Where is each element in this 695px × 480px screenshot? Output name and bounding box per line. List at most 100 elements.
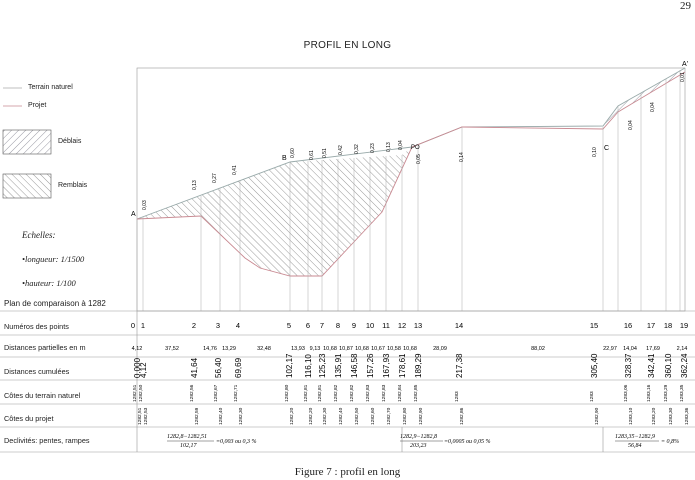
point-number: 14: [455, 321, 463, 330]
point-number: 11: [382, 321, 390, 330]
point-number: 3: [216, 321, 220, 330]
ordinate-lines: [136, 70, 681, 311]
depth-label: 0,13: [192, 180, 198, 190]
cumulative-distance: 360,10: [664, 353, 673, 378]
depth-label: 0,05: [416, 154, 422, 164]
cumulative-distance: 116,10: [304, 354, 313, 378]
cote-projet: 1282,51: [137, 407, 143, 425]
point-number: 0: [131, 321, 135, 330]
cote-projet: 1282,86: [459, 407, 465, 425]
cumulative-distance: 167,93: [382, 353, 391, 378]
partial-distance: 10,68: [403, 346, 417, 352]
cote-projet: 1282,53: [143, 407, 149, 425]
cote-terrain: 1282,81: [303, 384, 309, 402]
cote-projet: 1282,59: [194, 407, 200, 425]
slope-1-den: 102,17: [180, 443, 198, 449]
depth-label: 0,32: [354, 144, 360, 154]
partial-distance: 9,13: [310, 346, 321, 352]
cote-terrain: 1282,50: [138, 384, 144, 402]
partial-distance: 10,68: [355, 346, 369, 352]
cote-projet: 1283,10: [628, 407, 634, 425]
cote-terrain: 1282,82: [349, 384, 355, 402]
cote-terrain: 1283,16: [646, 384, 652, 402]
legend-remblais-label: Remblais: [58, 182, 88, 189]
point-number: 13: [414, 321, 422, 330]
plan-comparaison-label: Plan de comparaison à 1282: [4, 299, 106, 308]
cote-projet: 1282,20: [289, 407, 295, 425]
partial-distance: 88,02: [531, 346, 545, 352]
cote-terrain: 1282,67: [213, 384, 219, 402]
legend-terrain-label: Terrain naturel: [28, 84, 73, 91]
generated-labels: 0 1 2 3 4 5 6 7 8 9 10 11 12 13 14 15 16 17 18 194,12 37,52 1…: [131, 72, 690, 425]
marker-a: A: [131, 211, 136, 218]
partial-distance: 2,14: [677, 346, 688, 352]
cote-terrain: 1283: [589, 391, 595, 402]
cote-projet: 1282,90: [594, 407, 600, 425]
depth-label: 0,04: [628, 120, 634, 130]
cumulative-distance: 217,38: [455, 353, 464, 378]
point-number: 8: [336, 321, 340, 330]
row-label-declivites: Declivités: pentes, rampes: [4, 436, 90, 445]
slope-1-result: =0,003 ou 0,3 %: [216, 439, 257, 445]
depth-label: 0,41: [232, 165, 238, 175]
slope-2-result: =0,0005 ou 0,05 %: [444, 439, 491, 445]
cote-projet: 1283,30: [668, 407, 674, 425]
partial-distance: 28,09: [433, 346, 447, 352]
partial-distance: 14,76: [203, 346, 217, 352]
depth-label: 0,27: [212, 173, 218, 183]
cumulative-distance: 56,40: [214, 357, 223, 378]
cote-terrain: 1282,85: [413, 384, 419, 402]
cote-terrain: 1282,71: [233, 384, 239, 402]
point-number: 19: [680, 321, 688, 330]
cote-projet: 1282,40: [218, 407, 224, 425]
partial-distance: 10,87: [339, 346, 353, 352]
partial-distance: 10,58: [387, 346, 401, 352]
slope-1: 1282,8−1282,51 102,17 =0,003 ou 0,3 %: [167, 434, 257, 449]
figure-caption: Figure 7 : profil en long: [294, 466, 401, 478]
cote-terrain: 1283: [454, 391, 460, 402]
cumulative-distance: 41,64: [190, 357, 199, 378]
cote-projet: 1282,90: [418, 407, 424, 425]
marker-b: B: [282, 155, 287, 162]
row-label-cotes-projet: Côtes du projet: [4, 414, 54, 423]
cote-terrain: 1283,06: [623, 384, 629, 402]
cumulative-distance: 0,000: [133, 357, 142, 378]
point-number: 2: [192, 321, 196, 330]
row-label-cotes-terrain: Côtes du terrain naturel: [4, 391, 81, 400]
point-number: 1: [141, 321, 145, 330]
row-label-numeros: Numéros des points: [4, 322, 69, 331]
cumulative-distance: 189,29: [414, 353, 423, 378]
legend-deblais-swatch: [2, 129, 52, 155]
cote-terrain: 1282,56: [189, 384, 195, 402]
point-number: 4: [236, 321, 240, 330]
cumulative-distance: 362,24: [680, 353, 689, 378]
cote-terrain: 1282,84: [397, 384, 403, 402]
slope-1-num: 1282,8−1282,51: [167, 434, 207, 440]
point-number: 9: [352, 321, 356, 330]
cote-projet: 1282,40: [338, 407, 344, 425]
cote-terrain: 1282,80: [284, 384, 290, 402]
slope-3-num: 1283,35−1282,9: [615, 434, 655, 440]
point-number: 7: [320, 321, 324, 330]
cote-terrain: 1282,83: [381, 384, 387, 402]
point-number: 17: [647, 321, 655, 330]
point-number: 16: [624, 321, 632, 330]
marker-c: C: [604, 145, 609, 152]
row-label-distances-cumulees: Distances cumulées: [4, 367, 70, 376]
row-label-distances-partielles: Distances partielles en m: [4, 343, 86, 352]
cumulative-distance: 178,61: [398, 353, 407, 378]
partial-distance: 37,52: [165, 346, 179, 352]
cumulative-distance: 69,69: [234, 357, 243, 378]
scales-heading: Echelles:: [22, 230, 56, 240]
cote-projet: 1283,36: [684, 407, 690, 425]
scale-longueur-label: •longueur:: [22, 254, 59, 264]
drawing-title: PROFIL EN LONG: [303, 40, 392, 51]
legend-deblais-label: Déblais: [58, 138, 82, 145]
cote-projet: 1282,80: [402, 407, 408, 425]
cote-projet: 1282,30: [322, 407, 328, 425]
cumulative-distance: 305,40: [590, 353, 599, 378]
cote-projet: 1283,20: [651, 407, 657, 425]
slope-2-num: 1282,9−1282,8: [400, 434, 437, 440]
cumulative-distance: 157,26: [366, 353, 375, 378]
